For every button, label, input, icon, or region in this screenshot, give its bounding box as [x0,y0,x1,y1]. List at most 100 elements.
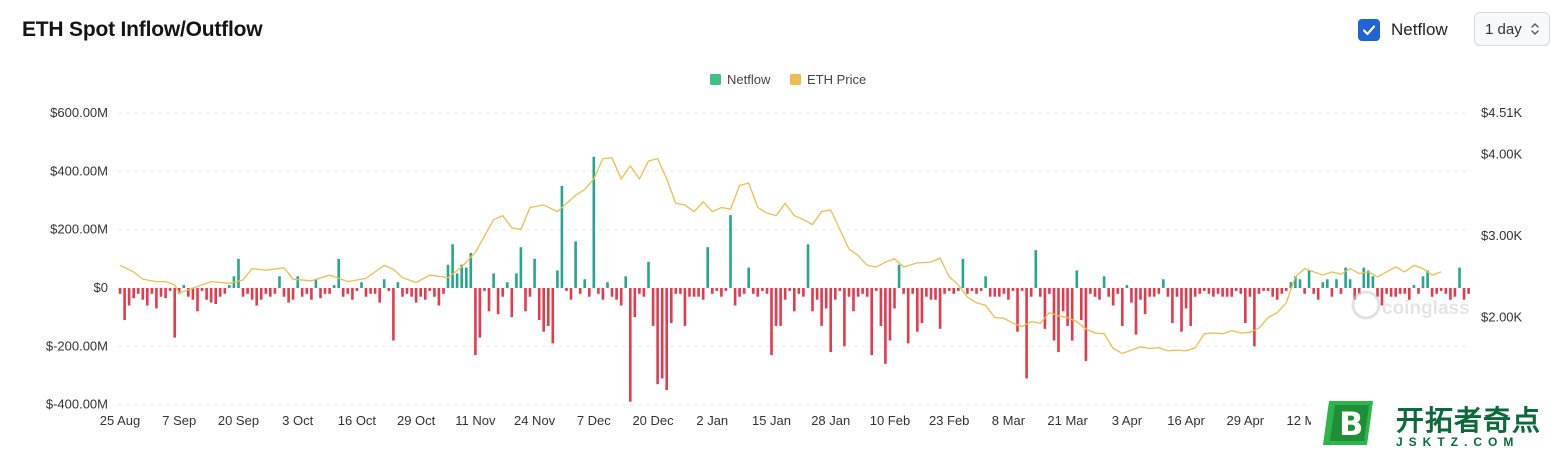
netflow-bar [638,288,641,294]
netflow-bar [1426,270,1429,288]
netflow-bar [205,288,208,300]
netflow-bar [1166,288,1170,297]
netflow-bar [446,264,450,288]
netflow-bar [155,288,158,309]
watermark-text: coinglass [1382,298,1470,319]
netflow-bar [1335,279,1338,288]
brand-name: 开拓者奇点 [1396,404,1542,437]
netflow-bar [501,288,504,297]
netflow-bar [1439,288,1443,291]
netflow-bar [346,288,350,294]
netflow-bar [474,288,477,355]
netflow-bar [1116,288,1120,294]
netflow-bar [1157,288,1161,294]
netflow-bar [578,288,582,294]
y-right-tick-label: $3.00K [1481,228,1523,243]
x-tick-label: 7 Sep [162,413,196,428]
netflow-bar [528,288,532,297]
netflow-bar [601,288,605,300]
netflow-bar [683,288,687,326]
x-tick-label: 15 Jan [752,413,791,428]
netflow-bar [1462,288,1466,300]
chevron-updown-icon [1531,23,1539,35]
netflow-bar [970,288,974,291]
netflow-bar [241,288,245,297]
netflow-bar [756,288,760,297]
netflow-bar [1016,288,1019,332]
chart-legend: Netflow ETH Price [710,72,866,87]
netflow-bar [223,288,227,294]
netflow-bar [957,288,960,291]
netflow-bar [451,244,454,288]
netflow-bar [1385,288,1388,294]
netflow-bar [319,288,322,299]
netflow-bar [168,288,172,291]
netflow-bar [460,264,463,288]
netflow-bar [802,288,805,297]
netflow-bar [392,288,395,341]
x-tick-label: 2 Jan [696,413,728,428]
netflow-bar [1421,276,1425,288]
netflow-bar [1029,288,1033,297]
netflow-bar [118,288,122,294]
netflow-bar [287,288,290,303]
netflow-bar [209,288,213,303]
netflow-bar [551,288,555,344]
netflow-bar [282,288,286,297]
x-tick-label: 8 Mar [992,413,1026,428]
interval-select[interactable]: 1 day [1474,12,1550,46]
netflow-bar [606,282,609,288]
netflow-bar [1275,288,1279,300]
netflow-bar [1257,288,1261,294]
netflow-bar [373,288,377,294]
brand-watermark: B 开拓者奇点 JSKTZ.COM [1311,393,1559,455]
netflow-checkbox[interactable] [1358,19,1380,41]
netflow-toggle[interactable]: Netflow [1358,17,1448,43]
netflow-bar [123,288,126,321]
netflow-bar [793,288,796,312]
netflow-bar [843,288,846,347]
netflow-bar [929,288,933,300]
netflow-bar [141,288,145,300]
netflow-bar [533,258,536,288]
netflow-bar [328,288,331,294]
netflow-bar [1171,288,1174,323]
netflow-bar [697,288,700,297]
netflow-bar [615,288,618,300]
netflow-bar [569,288,573,300]
netflow-bar [1184,288,1188,309]
netflow-bar [506,282,509,288]
y-axis-right: $4.51K $4.00K $3.00K $2.00K [1481,105,1523,325]
netflow-bar [706,247,709,288]
netflow-bar [1248,288,1252,297]
netflow-bar [1020,288,1024,291]
netflow-bar [925,288,928,297]
brand-logo-icon: B [1323,401,1373,445]
netflow-bar [410,288,413,297]
netflow-bar [1148,288,1151,297]
netflow-bar [182,285,186,288]
netflow-bar [1239,288,1243,294]
netflow-bar [806,244,810,288]
netflow-bar [1111,288,1115,306]
interval-value: 1 day [1485,20,1522,38]
netflow-bar [1207,288,1211,294]
netflow-bar [255,288,258,306]
netflow-bar [214,288,217,304]
netflow-bar [1316,288,1320,300]
netflow-bar [1234,288,1238,291]
netflow-bar [364,288,368,297]
netflow-bar [1203,288,1206,291]
netflow-bar [1253,288,1256,347]
x-tick-label: 7 Dec [577,413,611,428]
netflow-bar [269,288,272,297]
netflow-bar [228,285,231,288]
netflow-bar [428,288,432,291]
x-axis: 25 Aug 7 Sep 20 Sep 3 Oct 16 Oct 29 Oct 11 Nov… [100,413,1324,428]
y-left-tick-label: $-400.00M [46,397,108,412]
netflow-bar [875,288,878,291]
netflow-bar [733,288,737,306]
x-tick-label: 21 Mar [1047,413,1088,428]
netflow-bar [1139,288,1142,300]
netflow-bar [196,288,199,312]
